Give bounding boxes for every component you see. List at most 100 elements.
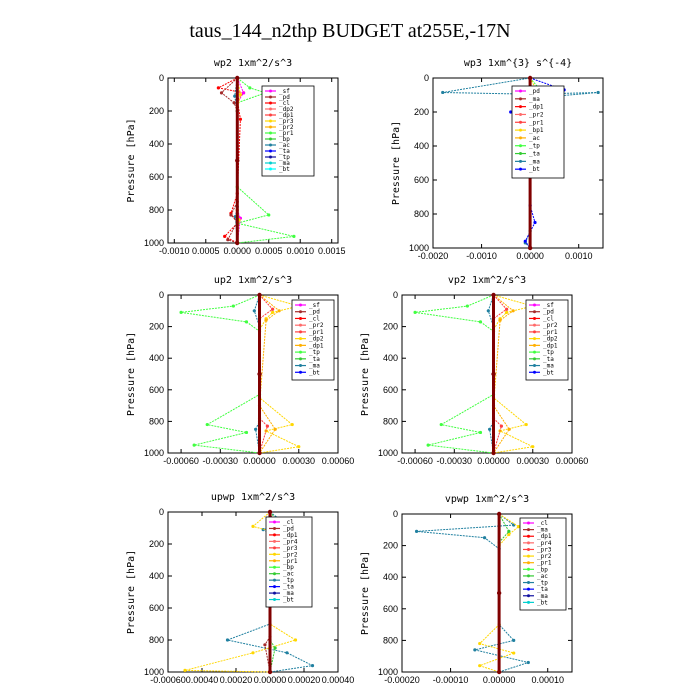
- legend-label: _ta: [529, 151, 540, 158]
- y-tick-label: 400: [383, 572, 398, 582]
- data-point: [531, 445, 535, 449]
- y-tick-label: 400: [414, 141, 429, 151]
- x-tick-label: -0.00020: [384, 675, 420, 685]
- data-point: [225, 638, 230, 642]
- legend-marker: [533, 343, 536, 347]
- legend-marker: [519, 167, 522, 171]
- y-axis-label: Pressure [hPa]: [360, 332, 371, 416]
- legend-marker: [269, 107, 272, 111]
- data-point: [499, 424, 503, 428]
- data-point: [226, 238, 230, 242]
- data-point: [523, 239, 527, 243]
- series-line: [416, 513, 531, 673]
- x-tick-label: -0.00030: [203, 456, 239, 466]
- plot-frame: [401, 513, 573, 673]
- series-bt: [491, 292, 496, 456]
- x-tick-label: 0.00000: [254, 675, 287, 685]
- data-point: [244, 430, 249, 435]
- legend-marker: [273, 585, 276, 589]
- data-point: [478, 664, 482, 668]
- legend: _pd_ma_dp1_pr2_pr1_bp1_ac_tp_ta_ma_bt: [511, 85, 565, 179]
- series-line: [487, 294, 494, 454]
- series-dp2: [413, 293, 496, 455]
- y-axis-label: Pressure [hPa]: [126, 550, 137, 634]
- legend-label: _dp2: [279, 106, 294, 113]
- legend-label: _ma: [543, 363, 554, 370]
- data-point: [491, 450, 496, 456]
- legend-label: _cl: [537, 520, 548, 527]
- x-tick-label: 0.0015: [318, 246, 346, 256]
- series-line: [220, 77, 238, 244]
- legend-label: _dp1: [309, 342, 324, 349]
- data-point: [273, 427, 277, 431]
- legend-marker: [269, 155, 272, 159]
- legend-marker: [273, 572, 276, 576]
- data-point: [473, 648, 477, 652]
- series-line: [253, 294, 260, 454]
- x-tick-label: 0.0000: [223, 246, 251, 256]
- y-tick-label: 800: [383, 416, 398, 426]
- data-point: [496, 511, 502, 517]
- figure-title: taus_144_n2thp BUDGET at255E,-17N: [189, 20, 511, 42]
- data-point: [252, 309, 256, 313]
- legend-label: _pr3: [279, 118, 294, 125]
- data-point: [232, 101, 236, 105]
- series-line: [442, 77, 599, 249]
- y-tick-label: 0: [159, 507, 164, 517]
- y-tick-label: 1000: [144, 448, 164, 458]
- data-point: [238, 117, 243, 121]
- series-ac: [414, 512, 531, 674]
- legend-label: _cl: [283, 519, 294, 526]
- legend-marker: [299, 303, 302, 307]
- data-point: [219, 91, 224, 95]
- x-tick-label: -0.00060: [150, 675, 186, 685]
- legend-label: _pd: [309, 309, 320, 316]
- data-point: [290, 422, 294, 427]
- legend-label: _dp2: [309, 336, 324, 343]
- legend-marker: [533, 303, 536, 307]
- x-tick-label: 0.00030: [516, 456, 549, 466]
- data-point: [511, 309, 515, 313]
- legend-label: _cl: [279, 100, 290, 107]
- legend-box: [525, 299, 569, 381]
- legend-box: [261, 85, 315, 177]
- legend-label: _bt: [543, 369, 554, 376]
- data-point: [516, 525, 521, 529]
- legend-marker: [519, 128, 522, 132]
- data-point: [533, 220, 537, 225]
- data-point: [271, 310, 275, 314]
- data-point: [257, 450, 262, 456]
- legend-marker: [269, 167, 272, 171]
- legend-marker: [269, 161, 272, 165]
- data-point: [482, 536, 487, 540]
- plot-frame: [401, 294, 573, 454]
- legend-label: _dp2: [543, 336, 558, 343]
- legend-label: _pr2: [529, 111, 544, 118]
- legend-marker: [533, 330, 536, 334]
- data-point: [235, 75, 240, 81]
- data-point: [488, 427, 492, 431]
- legend-marker: [273, 520, 276, 524]
- legend-marker: [273, 578, 276, 582]
- data-point: [223, 234, 227, 238]
- y-tick-label: 400: [149, 139, 164, 149]
- y-tick-label: 800: [149, 205, 164, 215]
- data-point: [310, 664, 315, 668]
- data-point: [254, 427, 258, 431]
- legend-label: _ma: [283, 590, 294, 597]
- data-point: [512, 638, 516, 643]
- y-tick-label: 800: [383, 635, 398, 645]
- legend-marker: [273, 591, 276, 595]
- legend-label: _ma: [529, 158, 540, 165]
- panel-2: wp3 1xm^{3} s^{-4} Pressure [hPa] 0 200 400 6…: [391, 58, 604, 261]
- y-tick-label: 1000: [378, 448, 398, 458]
- legend-label: _ma: [309, 363, 320, 370]
- legend-marker: [527, 554, 530, 558]
- data-point: [257, 292, 262, 298]
- legend-marker: [519, 89, 522, 93]
- legend-label: _ac: [537, 573, 548, 580]
- data-point: [526, 660, 530, 665]
- legend-marker: [269, 113, 272, 117]
- legend-marker: [533, 323, 536, 327]
